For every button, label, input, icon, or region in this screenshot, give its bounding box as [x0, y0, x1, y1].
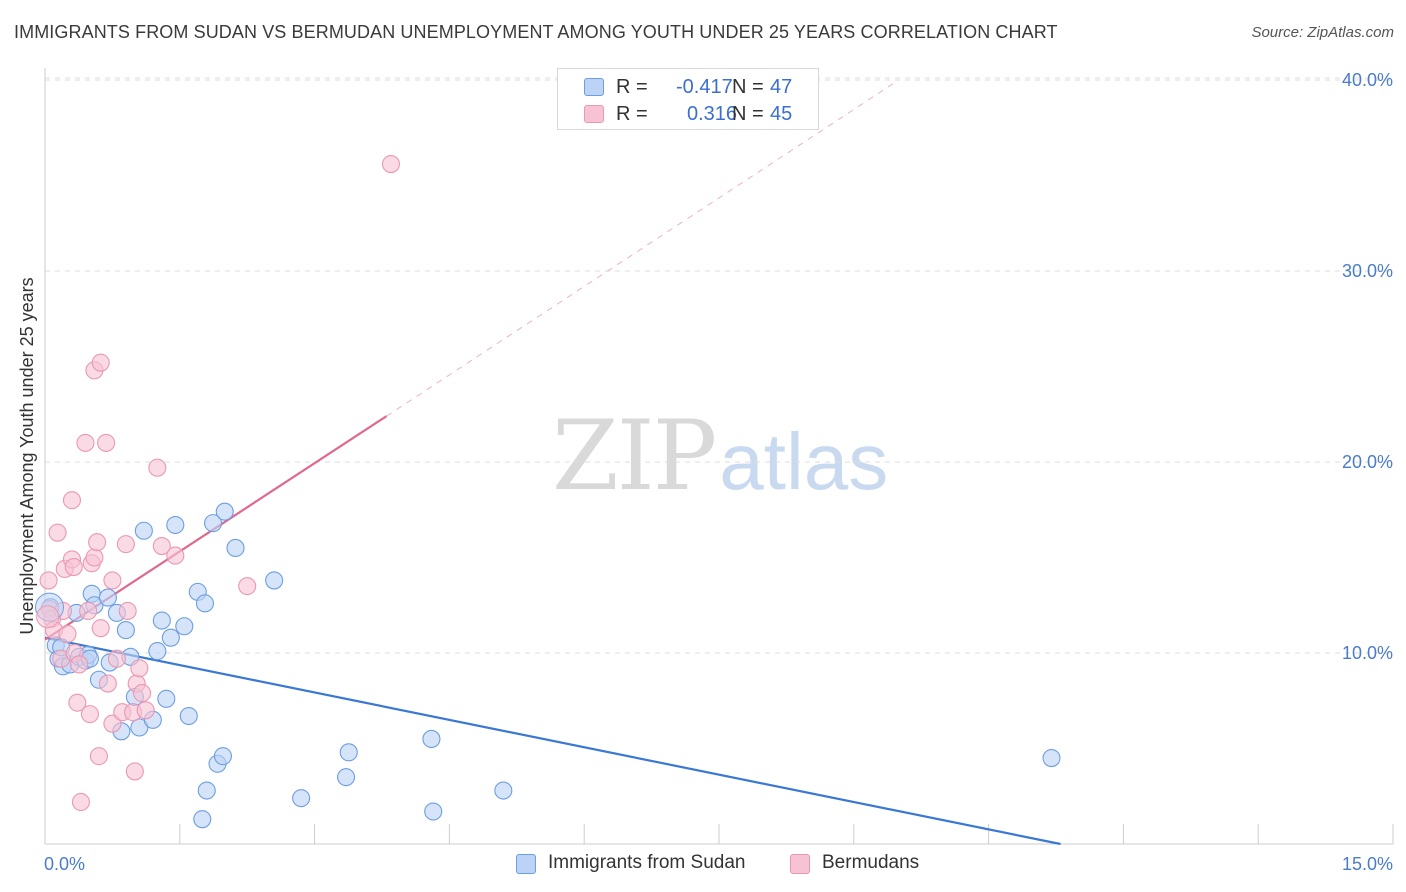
point-sudan-30 — [179, 706, 198, 726]
point-bermudans-26 — [97, 433, 116, 452]
point-bermudans-23 — [89, 747, 108, 766]
point-bermudans-42 — [166, 546, 185, 565]
point-bermudans-40 — [148, 458, 167, 477]
bottom-legend-label-sudan: Immigrants from Sudan — [548, 852, 746, 873]
point-sudan-27 — [161, 628, 180, 647]
point-bermudans-8 — [58, 624, 77, 643]
point-bermudans-30 — [107, 649, 126, 668]
trendline-sudan-solid-0 — [44, 636, 1061, 846]
trendline-bermudans-dashed-2 — [386, 79, 900, 417]
point-bermudans-cluster — [36, 605, 60, 629]
correlation-legend: R = -0.417 N = 47 R = 0.316 N = 45 — [557, 68, 819, 130]
point-sudan-21 — [130, 718, 149, 737]
point-sudan-25 — [152, 611, 171, 630]
point-bermudans-27 — [98, 674, 117, 693]
point-sudan-22 — [134, 521, 153, 540]
point-bermudans-9 — [62, 491, 82, 510]
point-bermudans-29 — [103, 571, 122, 590]
legend-swatch-bermudans — [584, 105, 604, 123]
point-sudan-47 — [1042, 748, 1061, 768]
gridlines — [45, 77, 1393, 654]
point-bermudans-44 — [381, 154, 401, 174]
x-tick-label-0: 0.0% — [44, 854, 85, 874]
point-bermudans-14 — [70, 655, 89, 674]
legend-r-label: R = — [616, 76, 648, 98]
point-sudan-28 — [166, 515, 185, 535]
point-sudan-24 — [148, 642, 167, 661]
point-bermudans-0 — [39, 571, 58, 590]
point-sudan-38 — [215, 502, 234, 521]
point-sudan-42 — [337, 768, 356, 787]
point-bermudans-25 — [91, 619, 110, 638]
legend-n-value: 47 — [770, 76, 793, 98]
point-bermudans-24 — [91, 353, 110, 372]
point-bermudans-16 — [76, 433, 95, 452]
point-bermudans-35 — [125, 762, 144, 781]
point-bermudans-11 — [64, 557, 83, 577]
point-bermudans-22 — [88, 533, 107, 552]
point-sudan-18 — [116, 621, 135, 640]
bottom-legend-swatch-sudan — [516, 854, 536, 874]
point-bermudans-37 — [130, 659, 149, 678]
point-sudan-43 — [339, 743, 358, 762]
point-bermudans-13 — [68, 693, 87, 712]
point-bermudans-15 — [71, 792, 90, 812]
point-bermudans-17 — [79, 601, 98, 621]
x-tick-label-15: 15.0% — [1342, 854, 1393, 874]
tick-labels: 10.0% 20.0% 30.0% 40.0% 0.0% 15.0% Unemploymen… — [17, 70, 1393, 874]
point-sudan-44 — [422, 729, 441, 749]
point-bermudans-39 — [136, 701, 155, 720]
point-bermudans-33 — [118, 601, 137, 621]
point-sudan-40 — [265, 571, 284, 590]
point-sudan-46 — [494, 781, 513, 800]
y-tick-label-20: 20.0% — [1342, 452, 1393, 472]
legend-swatch-sudan — [584, 78, 604, 96]
data-points — [34, 154, 1061, 829]
point-bermudans-20 — [85, 548, 104, 567]
legend-r-value: -0.417 — [676, 76, 733, 98]
point-sudan-37 — [213, 747, 232, 766]
legend-n-value: 45 — [770, 103, 793, 125]
point-sudan-35 — [204, 514, 223, 533]
y-tick-label-10: 10.0% — [1342, 643, 1393, 663]
point-sudan-26 — [157, 689, 176, 708]
point-sudan-33 — [195, 594, 215, 613]
axes — [44, 68, 1394, 845]
y-axis-label: Unemployment Among Youth under 25 years — [17, 277, 37, 634]
point-sudan-14 — [98, 588, 117, 607]
point-bermudans-28 — [103, 714, 122, 733]
point-sudan-39 — [226, 538, 245, 558]
point-sudan-45 — [424, 802, 443, 821]
point-bermudans-32 — [116, 535, 135, 554]
legend-r-value: 0.316 — [687, 103, 738, 125]
point-sudan-32 — [193, 810, 212, 829]
source-credit: Source: ZipAtlas.com — [1251, 24, 1394, 41]
point-sudan-29 — [175, 617, 194, 636]
point-sudan-41 — [292, 789, 311, 808]
point-bermudans-41 — [152, 536, 171, 556]
y-tick-label-30: 30.0% — [1342, 261, 1393, 281]
legend-r-label: R = — [616, 103, 648, 125]
point-bermudans-18 — [80, 705, 99, 724]
legend-n-label: N = — [732, 103, 764, 125]
y-tick-label-40: 40.0% — [1342, 70, 1393, 90]
bottom-legend-label-bermudans: Bermudans — [822, 852, 920, 873]
point-bermudans-4 — [48, 523, 67, 542]
chart-title: IMMIGRANTS FROM SUDAN VS BERMUDAN UNEMPL… — [14, 22, 1058, 42]
point-bermudans-38 — [133, 684, 152, 703]
legend-n-label: N = — [732, 76, 764, 98]
bottom-legend-swatch-bermudans — [790, 854, 810, 874]
point-bermudans-43 — [238, 577, 257, 596]
point-sudan-34 — [197, 781, 216, 800]
